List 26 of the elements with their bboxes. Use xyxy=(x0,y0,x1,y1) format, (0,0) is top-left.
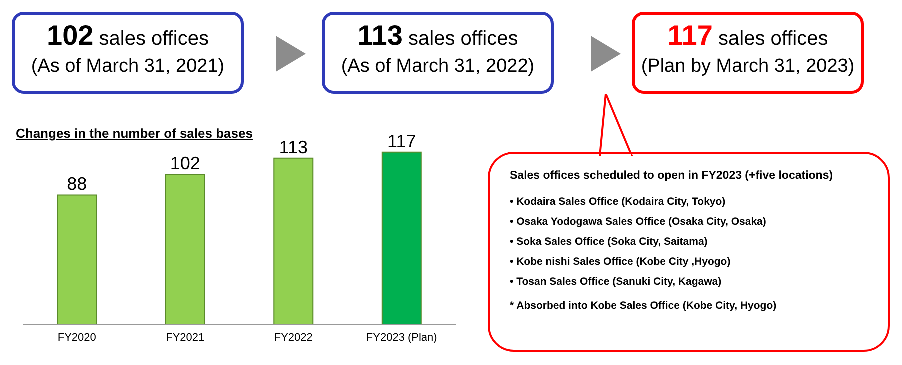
text: Sales offices scheduled to open in FY2023 (+five locations) xyxy=(510,170,834,182)
text: • Kobe nishi Sales Office (Kobe City ,Hyogo) xyxy=(510,256,732,268)
data-label: 102 xyxy=(170,154,200,174)
x-tick-label: FY2022 xyxy=(274,332,313,344)
text: 113 sales offices xyxy=(358,20,518,51)
text: • Tosan Sales Office (Sanuki City, Kagawa) xyxy=(510,276,723,288)
text: 117 sales offices xyxy=(668,20,828,51)
text: (As of March 31, 2021) xyxy=(30,55,226,79)
bar xyxy=(382,152,422,325)
text: * Absorbed into Kobe Sales Office (Kobe City, Hyogo) xyxy=(510,300,778,312)
data-label: 113 xyxy=(279,137,308,158)
chart-title: Changes in the number of sales bases xyxy=(16,126,253,141)
text: • Osaka Yodogawa Sales Office (Osaka City, Osaka) xyxy=(510,216,768,228)
bar xyxy=(165,174,206,325)
bar xyxy=(274,158,314,325)
data-label: 88 xyxy=(67,174,88,194)
text: 102 sales offices xyxy=(47,20,209,51)
text: (As of March 31, 2022) xyxy=(340,55,536,79)
text: (Plan by March 31, 2023) xyxy=(640,55,856,79)
x-tick-label: FY2020 xyxy=(58,332,96,344)
bar xyxy=(57,194,98,325)
x-tick-label: FY2023 (Plan) xyxy=(366,332,438,344)
text: • Soka Sales Office (Soka City, Saitama) xyxy=(510,236,709,248)
text: • Kodaira Sales Office (Kodaira City, Tokyo) xyxy=(510,196,727,208)
data-label: 117 xyxy=(388,131,416,152)
x-tick-label: FY2021 xyxy=(166,332,205,344)
